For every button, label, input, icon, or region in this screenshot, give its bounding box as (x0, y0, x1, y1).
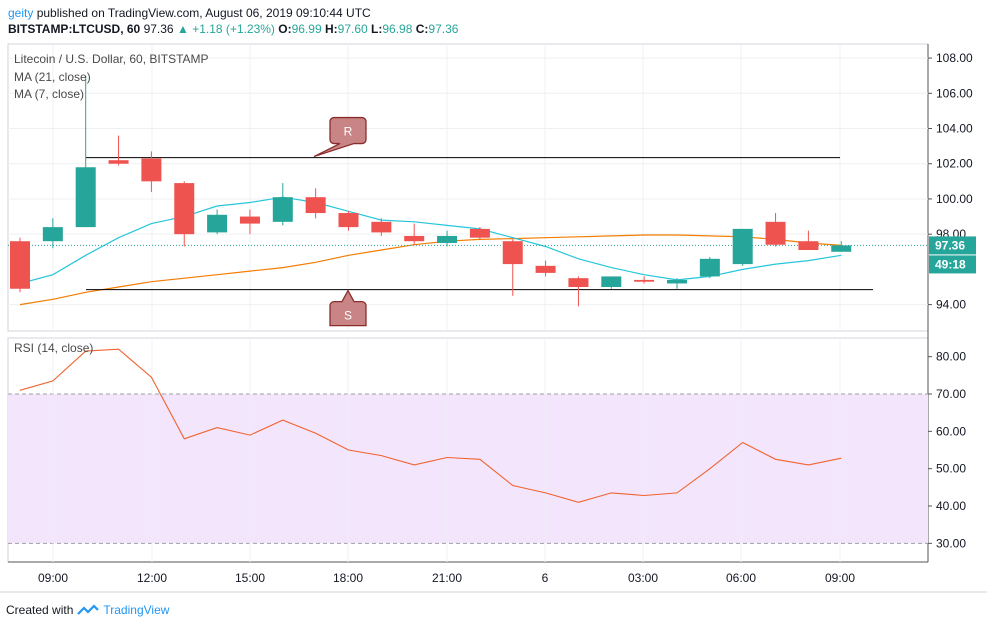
candle-body (75, 167, 96, 228)
candle-body (239, 216, 260, 224)
price-tick-label: 104.00 (936, 122, 973, 136)
open-value: 96.99 (291, 22, 322, 36)
ma21-line (19, 234, 842, 306)
price-tick-label: 94.00 (936, 298, 966, 312)
author-name[interactable]: geity (8, 6, 34, 20)
candle-body (568, 278, 589, 287)
candle-body (141, 158, 162, 182)
price-tick-label: 108.00 (936, 51, 973, 65)
support-label: S (344, 309, 352, 323)
symbol-header: BITSTAMP:LTCUSD, 60 97.36 ▲ +1.18 (+1.23… (8, 22, 458, 36)
candle-body (699, 258, 720, 277)
rsi-band (8, 394, 928, 544)
up-arrow-icon: ▲ (176, 22, 189, 36)
candle-body (371, 221, 392, 233)
support-callout (329, 289, 367, 327)
footer: Created with TradingView (6, 603, 169, 617)
candle-body (535, 265, 556, 273)
price-badge-value: 97.36 (935, 238, 965, 252)
high-label: H: (324, 22, 338, 36)
price-pane-frame (7, 43, 929, 332)
chart-title: Litecoin / U.S. Dollar, 60, BITSTAMP (14, 52, 209, 66)
candle-body (272, 197, 293, 222)
close-value: 97.36 (428, 22, 459, 36)
time-tick-label: 15:00 (235, 571, 265, 585)
candle-body (404, 235, 425, 242)
low-label: L: (371, 22, 383, 36)
rsi-tick-label: 60.00 (936, 424, 966, 438)
resistance-callout (313, 116, 367, 158)
candle-body (798, 241, 819, 251)
publish-text: published on TradingView.com, August 06,… (36, 6, 371, 20)
candle-body (10, 241, 30, 289)
rsi-tick-label: 50.00 (936, 462, 966, 476)
tradingview-brand[interactable]: TradingView (103, 603, 170, 617)
time-tick-label: 12:00 (137, 571, 167, 585)
candle-body (732, 228, 753, 265)
time-tick-label: 09:00 (38, 571, 68, 585)
candle-body (305, 197, 326, 214)
candle-body (634, 279, 655, 282)
ma7-line (19, 196, 842, 285)
rsi-line (19, 348, 842, 503)
rsi-tick-label: 40.00 (936, 499, 966, 513)
candle-body (765, 221, 786, 245)
open-label: O: (278, 22, 292, 36)
high-value: 97.60 (337, 22, 368, 36)
candle-body (667, 279, 687, 284)
price-tick-label: 102.00 (936, 157, 973, 171)
low-value: 96.98 (382, 22, 413, 36)
candle-body (42, 227, 63, 242)
price-tick-label: 106.00 (936, 86, 973, 100)
price-badge (929, 236, 976, 255)
candle-body (601, 276, 622, 287)
rsi-legend[interactable]: RSI (14, close) (14, 341, 94, 355)
last-price: 97.36 (143, 22, 174, 36)
time-tick-label: 21:00 (432, 571, 462, 585)
countdown-badge (929, 255, 976, 274)
symbol-name: BITSTAMP:LTCUSD, 60 (8, 22, 141, 36)
tradingview-logo-icon (77, 604, 100, 615)
price-tick-label: 100.00 (936, 192, 973, 206)
time-tick-label: 6 (542, 571, 549, 585)
rsi-tick-label: 30.00 (936, 536, 966, 550)
candle-body (338, 213, 359, 228)
rsi-tick-label: 70.00 (936, 387, 966, 401)
candle-body (831, 245, 852, 252)
candle-body (108, 160, 129, 164)
candle-body (207, 214, 228, 233)
ma21-legend[interactable]: MA (21, close) (14, 70, 91, 84)
close-label: C: (415, 22, 429, 36)
candle-body (437, 235, 458, 243)
time-tick-label: 03:00 (628, 571, 658, 585)
time-tick-label: 18:00 (333, 571, 363, 585)
resistance-label: R (344, 125, 353, 139)
publish-info: geity published on TradingView.com, Augu… (8, 6, 371, 20)
time-tick-label: 09:00 (825, 571, 855, 585)
time-tick-label: 06:00 (726, 571, 756, 585)
price-change: +1.18 (+1.23%) (192, 22, 275, 36)
candle-body (469, 228, 490, 238)
candle-body (502, 241, 523, 265)
countdown-value: 49:18 (935, 257, 966, 271)
candle-body (174, 183, 195, 235)
ma7-legend[interactable]: MA (7, close) (14, 87, 85, 101)
rsi-tick-label: 80.00 (936, 350, 966, 364)
created-with-text: Created with (6, 603, 74, 617)
